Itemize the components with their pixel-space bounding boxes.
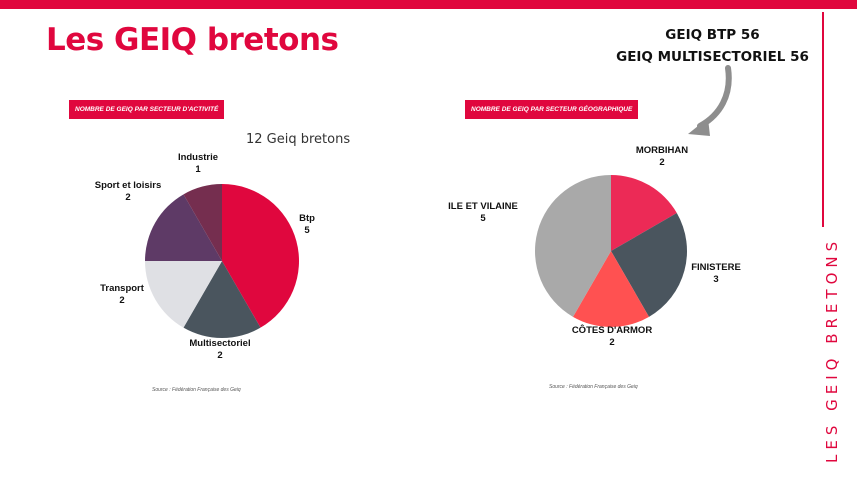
chart-2-value-2: 3: [713, 274, 718, 285]
chart-2-slice-2: [611, 213, 687, 317]
side-divider: [822, 12, 824, 227]
chart-1-value-1: 5: [304, 225, 310, 236]
chart-1-slice-2: [183, 261, 261, 338]
chart-2-value-3: 2: [609, 337, 614, 348]
chart-2-label-4: ILE ET VILAINE: [448, 201, 518, 212]
tag-activity: NOMBRE DE GEIQ PAR SECTEUR D'ACTIVITÉ: [69, 100, 225, 119]
chart-1-value-4: 2: [125, 192, 130, 203]
callout: GEIQ BTP 56 GEIQ MULTISECTORIEL 56: [610, 24, 815, 68]
chart-2-slice-4: [535, 175, 611, 317]
chart-1-label-4: Sport et loisirs: [95, 180, 162, 191]
chart-1-value-3: 2: [119, 295, 124, 306]
chart-2-label-1: MORBIHAN: [636, 145, 688, 156]
chart-2-label-2: FINISTERE: [691, 262, 741, 273]
top-accent-bar: [0, 0, 857, 9]
callout-line-1: GEIQ BTP 56: [665, 27, 760, 43]
callout-line-2: GEIQ MULTISECTORIEL 56: [616, 49, 809, 65]
chart-2-value-1: 2: [659, 157, 664, 168]
chart-1-slice-1: [222, 184, 300, 328]
chart-1-label-5: Industrie: [178, 152, 218, 163]
chart-1-slice-3: [145, 261, 222, 328]
chart-1-subtitle: 12 Geiq bretons: [246, 132, 351, 147]
chart-1-label-2: Multisectoriel: [189, 338, 250, 349]
page-title: Les GEIQ bretons: [46, 22, 339, 58]
tag-geography: NOMBRE DE GEIQ PAR SECTEUR GÉOGRAPHIQUE: [465, 100, 639, 119]
chart-1-slice-4: [145, 194, 222, 261]
chart-2-slice-3: [573, 251, 649, 327]
chart-2-label-3: CÔTES D'ARMOR: [572, 324, 653, 336]
chart-2-value-4: 5: [480, 213, 486, 224]
chart-2-source: Source : Fédération Française des Geiq: [549, 384, 638, 390]
chart-1-source: Source : Fédération Française des Geiq: [152, 387, 241, 393]
curved-arrow-icon: [688, 65, 732, 136]
chart-1-slice-5: [183, 184, 222, 261]
chart-1-label-1: Btp: [299, 213, 315, 224]
chart-1-value-2: 2: [217, 350, 222, 361]
chart-1-value-5: 1: [195, 164, 201, 175]
chart-1-label-3: Transport: [100, 283, 145, 294]
chart-2-slice-1: [611, 175, 677, 251]
